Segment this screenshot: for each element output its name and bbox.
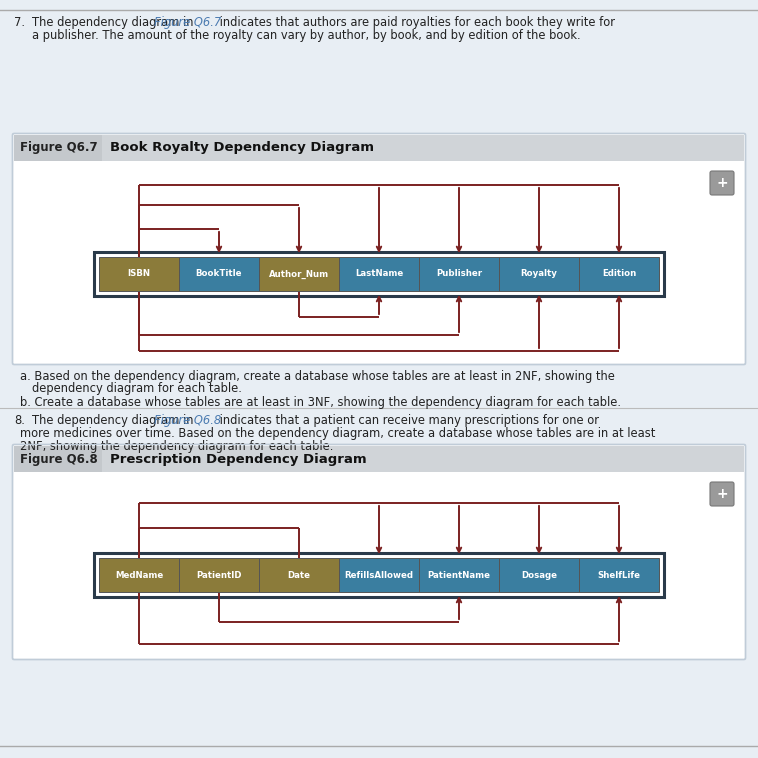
Bar [14,135,744,161]
Bar [419,558,499,592]
Text: Date: Date [287,571,311,580]
Text: Dosage: Dosage [521,571,557,580]
Text: ShelfLife: ShelfLife [597,571,641,580]
Bar [14,446,744,472]
Bar [339,257,419,291]
Bar [579,558,659,592]
FancyBboxPatch shape [12,133,746,365]
Text: Figure Q6.7: Figure Q6.7 [20,142,98,155]
Bar [17,161,741,360]
Text: Figure Q6.8: Figure Q6.8 [20,453,98,465]
Text: PatientName: PatientName [428,571,490,580]
Bar [339,558,419,592]
Text: Royalty: Royalty [521,270,557,278]
Text: PatientID: PatientID [196,571,242,580]
Text: +: + [716,176,728,190]
Text: a publisher. The amount of the royalty can vary by author, by book, and by editi: a publisher. The amount of the royalty c… [32,29,581,42]
Text: +: + [716,487,728,501]
Bar [259,257,339,291]
Bar [259,558,339,592]
Bar [179,558,259,592]
Bar [14,446,102,472]
Bar [579,257,659,291]
Bar [94,553,664,597]
Bar [419,257,499,291]
Text: Figure Q6.7: Figure Q6.7 [154,16,221,29]
Text: RefillsAllowed: RefillsAllowed [344,571,414,580]
Text: indicates that authors are paid royalties for each book they write for: indicates that authors are paid royaltie… [216,16,615,29]
Text: Prescription Dependency Diagram: Prescription Dependency Diagram [110,453,367,465]
Text: Author_Num: Author_Num [269,269,329,279]
Text: The dependency diagram in: The dependency diagram in [32,414,197,427]
Text: 7.: 7. [14,16,25,29]
FancyBboxPatch shape [710,171,734,195]
Bar [499,558,579,592]
Text: Figure Q6.8: Figure Q6.8 [154,414,221,427]
Text: dependency diagram for each table.: dependency diagram for each table. [32,382,242,395]
Bar [17,472,741,655]
Text: ISBN: ISBN [127,270,151,278]
FancyBboxPatch shape [710,482,734,506]
Text: The dependency diagram in: The dependency diagram in [32,16,197,29]
Text: Edition: Edition [602,270,636,278]
Text: b. Create a database whose tables are at least in 3NF, showing the dependency di: b. Create a database whose tables are at… [20,396,621,409]
Bar [99,558,179,592]
Bar [14,135,102,161]
Text: more medicines over time. Based on the dependency diagram, create a database who: more medicines over time. Based on the d… [20,427,656,440]
Bar [94,252,664,296]
Text: 8.: 8. [14,414,25,427]
Text: MedName: MedName [115,571,163,580]
Text: Book Royalty Dependency Diagram: Book Royalty Dependency Diagram [110,142,374,155]
Bar [179,257,259,291]
FancyBboxPatch shape [12,444,746,659]
Text: LastName: LastName [355,270,403,278]
Bar [99,257,179,291]
Bar [499,257,579,291]
Text: indicates that a patient can receive many prescriptions for one or: indicates that a patient can receive man… [216,414,599,427]
Text: BookTitle: BookTitle [196,270,243,278]
Text: 2NF, showing the dependency diagram for each table.: 2NF, showing the dependency diagram for … [20,440,334,453]
Text: Publisher: Publisher [436,270,482,278]
Text: a. Based on the dependency diagram, create a database whose tables are at least : a. Based on the dependency diagram, crea… [20,370,615,383]
